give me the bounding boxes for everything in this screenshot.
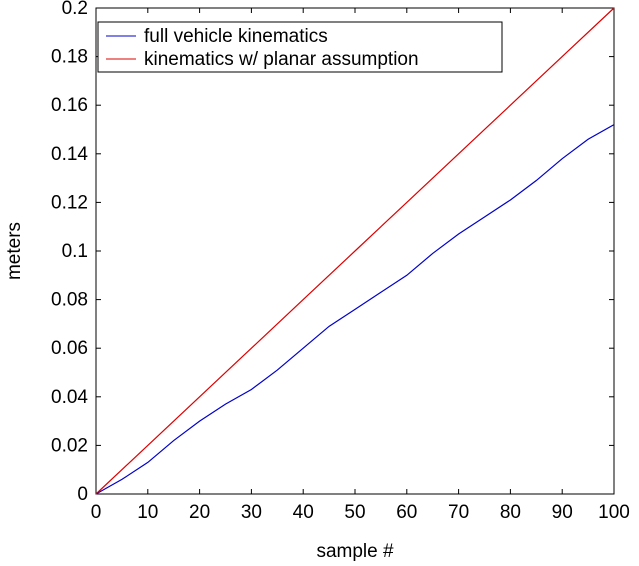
y-tick-label: 0.1 [62,241,88,262]
y-tick-label: 0.18 [51,47,88,68]
series-line-planar [95,7,615,495]
x-tick-label: 70 [448,502,469,523]
legend-label-full-vehicle: full vehicle kinematics [144,26,328,47]
series-line-full-vehicle [95,124,615,495]
y-tick-label: 0.04 [51,387,88,408]
x-axis-label: sample # [316,541,394,562]
x-tick-label: 0 [91,502,102,523]
axis-ticks: 0 10 20 30 40 50 60 70 80 90 100 0 0.02 0.04 0.06 0.08 0… [51,0,630,523]
y-tick-label: 0.06 [51,338,88,359]
x-tick-label: 40 [293,502,314,523]
y-tick-label: 0.08 [51,290,88,311]
legend-box [97,21,503,73]
y-tick-label: 0.2 [62,0,88,19]
x-tick-label: 90 [552,502,573,523]
series-layer [95,7,615,495]
y-tick-label: 0 [77,484,88,505]
x-tick-label: 100 [598,502,630,523]
x-tick-label: 60 [396,502,417,523]
y-tick-label: 0.16 [51,95,88,116]
x-tick-label: 10 [137,502,158,523]
y-tick-label: 0.12 [51,192,88,213]
x-tick-label: 50 [344,502,365,523]
x-tick-label: 30 [241,502,262,523]
x-tick-label: 20 [189,502,210,523]
y-axis-label: meters [4,222,25,280]
legend-label-planar: kinematics w/ planar assumption [144,49,419,70]
legend: full vehicle kinematics kinematics w/ pl… [97,21,503,73]
y-tick-label: 0.02 [51,435,88,456]
y-tick-label: 0.14 [51,144,88,165]
x-tick-label: 80 [500,502,521,523]
